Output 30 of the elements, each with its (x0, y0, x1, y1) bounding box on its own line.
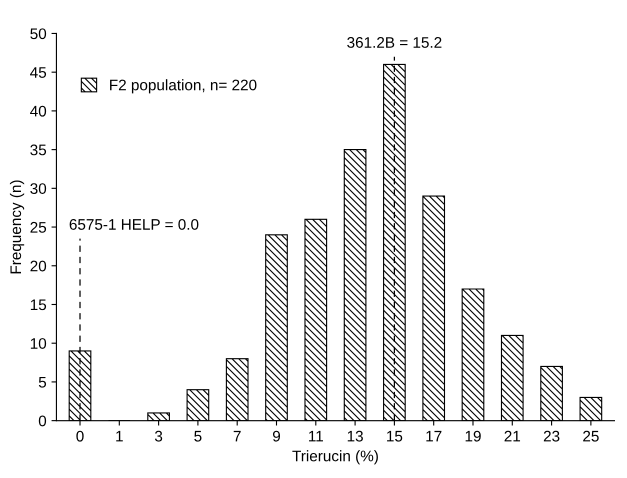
x-tick-label: 15 (387, 430, 402, 442)
x-tick-label: 11 (309, 430, 323, 442)
legend-label: F2 population, n= 220 (110, 79, 256, 94)
y-tick-label: 30 (30, 183, 46, 194)
x-tick-label: 5 (194, 430, 202, 442)
x-tick-label: 7 (234, 430, 241, 442)
ref-line-label: 6575-1 HELP = 0.0 (70, 219, 198, 230)
y-tick-label: 25 (30, 222, 46, 233)
x-tick-label: 25 (583, 430, 599, 442)
x-tick-label: 13 (348, 430, 363, 442)
y-tick-label: 50 (30, 28, 46, 40)
x-tick-label: 21 (504, 430, 520, 442)
y-tick-label: 5 (38, 376, 46, 388)
y-tick-label: 0 (38, 416, 46, 426)
x-tick-label: 23 (544, 430, 560, 442)
x-tick-label: 1 (116, 430, 123, 442)
y-tick-label: 35 (30, 144, 46, 156)
ref-line-label: 361.2B = 15.2 (347, 37, 442, 48)
x-tick-label: 9 (272, 430, 280, 442)
x-axis-title: Trierucin (%) (292, 450, 378, 464)
y-tick-label: 10 (30, 338, 46, 349)
x-tick-label: 3 (154, 430, 162, 442)
y-tick-label: 20 (30, 260, 46, 272)
x-tick-label: 19 (466, 430, 481, 442)
x-tick-label: 0 (76, 430, 84, 442)
y-tick-label: 15 (30, 300, 46, 310)
y-tick-label: 40 (30, 106, 46, 117)
y-tick-label: 45 (30, 67, 46, 78)
x-tick-label: 17 (426, 430, 442, 442)
y-axis-title: Frequency (n) (10, 180, 24, 274)
